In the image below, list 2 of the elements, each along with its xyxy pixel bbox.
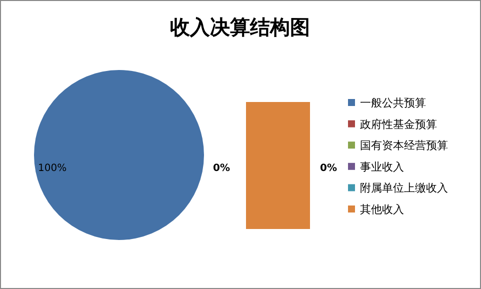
title: 收入决算结构图 [170,15,310,39]
annotation: 0% [213,163,230,174]
